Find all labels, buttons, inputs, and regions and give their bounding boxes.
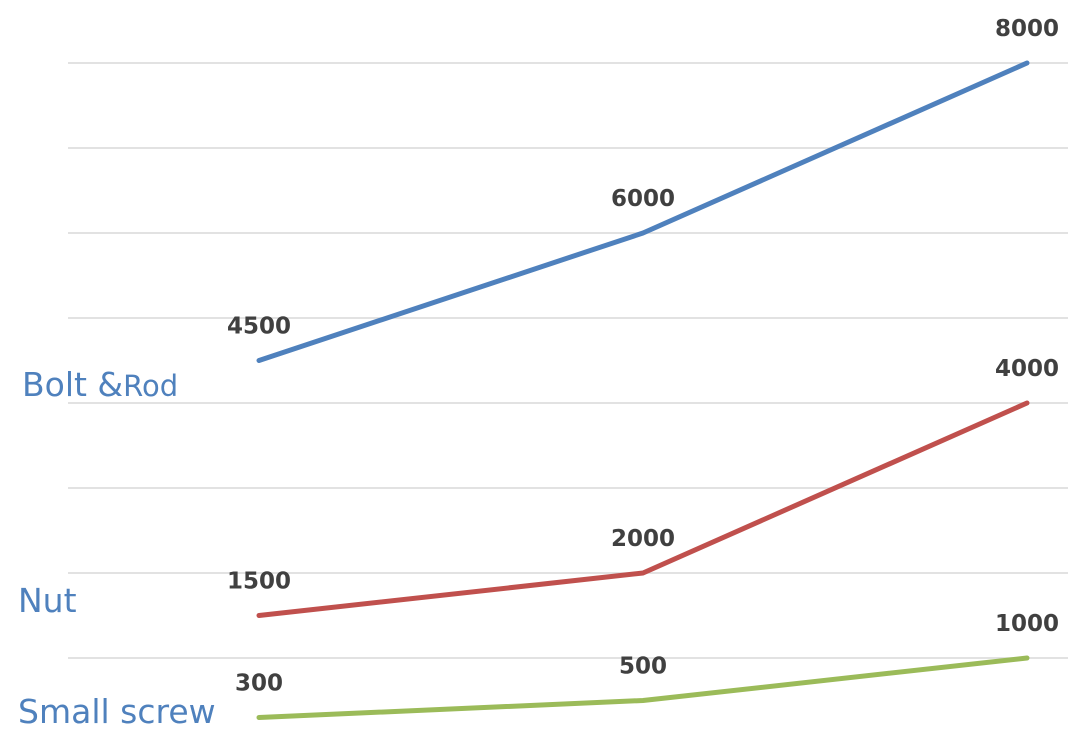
data-label-bolt-rod-1: 6000: [611, 186, 675, 212]
series-lines: [256, 60, 1030, 720]
series-name-nut: Nut: [18, 581, 77, 620]
data-label-small-screw-0: 300: [235, 671, 283, 697]
data-label-nut-1: 2000: [611, 526, 675, 552]
series-line-small-screw: [256, 655, 1030, 720]
data-label-small-screw-2: 1000: [995, 611, 1059, 637]
data-label-bolt-rod-2: 8000: [995, 16, 1059, 42]
data-label-bolt-rod-0: 4500: [227, 314, 291, 340]
series-name-small-screw: Small screw: [18, 692, 216, 731]
series-names: Bolt &Rod Nut Small screw: [18, 365, 216, 731]
series-line-bolt-rod: [256, 60, 1030, 363]
series-name-bolt-rod-main: Bolt &: [22, 365, 123, 404]
series-line-nut: [256, 400, 1030, 618]
data-label-small-screw-1: 500: [619, 654, 667, 680]
series-name-bolt-rod: Bolt &Rod: [22, 365, 178, 404]
gridlines: [68, 62, 1068, 659]
data-label-nut-2: 4000: [995, 356, 1059, 382]
data-label-nut-0: 1500: [227, 569, 291, 595]
data-labels: 4500 6000 8000 1500 2000 4000 300 500 1000: [227, 16, 1059, 697]
series-name-bolt-rod-small: Rod: [123, 369, 178, 403]
